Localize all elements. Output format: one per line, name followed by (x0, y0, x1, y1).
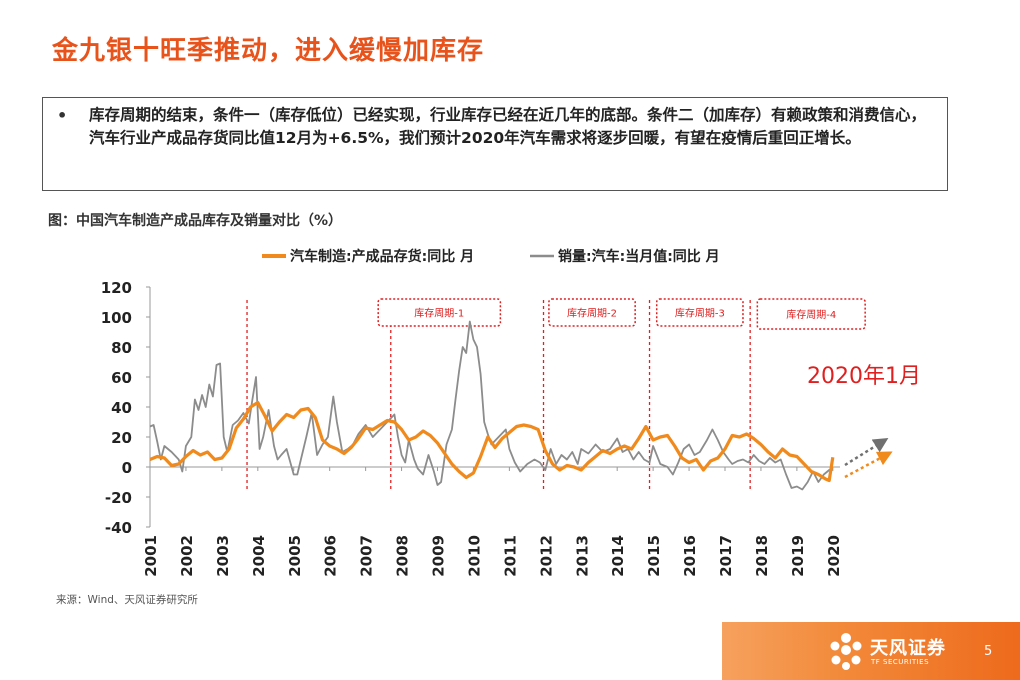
cycle-label: 库存周期-1 (414, 307, 464, 320)
x-tick-label: 2017 (717, 535, 735, 577)
y-tick-label: 20 (111, 429, 132, 447)
y-tick-label: 120 (101, 279, 132, 297)
y-tick-label: 0 (122, 459, 132, 477)
x-tick-label: 2004 (250, 535, 268, 577)
tf-logo-icon (830, 633, 862, 670)
brand-subtitle: TF SECURITIES (871, 658, 930, 666)
legend-label-inventory: 汽车制造:产成品存货:同比 月 (290, 248, 474, 265)
x-tick-label: 2008 (394, 535, 412, 577)
y-tick-label: -40 (105, 519, 132, 537)
inventory-sales-chart: 汽车制造:产成品存货:同比 月 销量:汽车:当月值:同比 月 -40 -20 0 20… (101, 248, 921, 577)
x-tick-label: 2014 (609, 535, 627, 577)
figure-caption: 图：中国汽车制造产成品库存及销量对比（%） (48, 213, 343, 229)
x-tick-label: 2002 (178, 535, 196, 577)
cycle-label: 库存周期-2 (567, 307, 617, 320)
cycle-label: 库存周期-3 (675, 307, 725, 320)
y-tick-label: 40 (111, 399, 132, 417)
x-tick-label: 2011 (501, 535, 519, 577)
x-tick-label: 2013 (573, 535, 591, 577)
summary-text: 库存周期的结束，条件一（库存低位）已经实现，行业库存已经在近几年的底部。条件二（… (89, 106, 927, 147)
trend-arrow-orange (844, 451, 893, 479)
y-tick-label: 60 (111, 369, 132, 387)
annotation-2020-jan: 2020年1月 (807, 364, 921, 389)
x-tick-label: 2019 (789, 535, 807, 577)
x-tick-label: 2018 (753, 535, 771, 577)
inventory-yoy-line (149, 400, 835, 483)
x-tick-label: 2012 (537, 535, 555, 577)
x-tick-label: 2010 (465, 535, 483, 577)
chart-axes: -40 -20 0 20 40 60 80 100 120 2001 2002 2003 2004 200… (101, 279, 843, 577)
chart-legend: 汽车制造:产成品存货:同比 月 销量:汽车:当月值:同比 月 (262, 248, 720, 265)
summary-box: • 库存周期的结束，条件一（库存低位）已经实现，行业库存已经在近几年的底部。条件… (42, 97, 948, 191)
trend-arrows (844, 438, 893, 479)
y-tick-label: -20 (105, 489, 132, 507)
bullet-marker: • (57, 106, 68, 125)
brand-name: 天风证券 (870, 638, 946, 659)
footer-bar: 天风证券 TF SECURITIES 5 (722, 622, 1020, 680)
sales-yoy-line (149, 320, 834, 491)
page-number: 5 (984, 644, 993, 659)
series-layer (149, 320, 835, 491)
y-tick-label: 80 (111, 339, 132, 357)
x-tick-label: 2001 (142, 535, 160, 577)
cycle-label-box (377, 298, 502, 327)
cycle-label: 库存周期-4 (786, 308, 836, 321)
y-tick-label: 100 (101, 309, 132, 327)
slide-title: 金九银十旺季推动，进入缓慢加库存 (52, 36, 485, 66)
source-note: 来源：Wind、天风证券研究所 (56, 594, 198, 606)
legend-label-sales: 销量:汽车:当月值:同比 月 (558, 248, 720, 265)
cycle-label-box (756, 298, 866, 330)
x-tick-label: 2003 (214, 535, 232, 577)
x-tick-label: 2007 (358, 535, 376, 577)
cycle-label-box (655, 298, 744, 327)
x-tick-label: 2006 (322, 535, 340, 577)
cycle-markers: 库存周期-1 库存周期-2 库存周期-3 库存周期-4 (246, 298, 866, 490)
x-tick-label: 2015 (645, 535, 663, 577)
cycle-label-box (548, 298, 636, 327)
trend-arrow-gray (844, 438, 889, 467)
x-tick-label: 2016 (681, 535, 699, 577)
x-tick-label: 2009 (430, 535, 448, 577)
x-tick-label: 2005 (286, 535, 304, 577)
x-tick-label: 2020 (825, 535, 843, 577)
